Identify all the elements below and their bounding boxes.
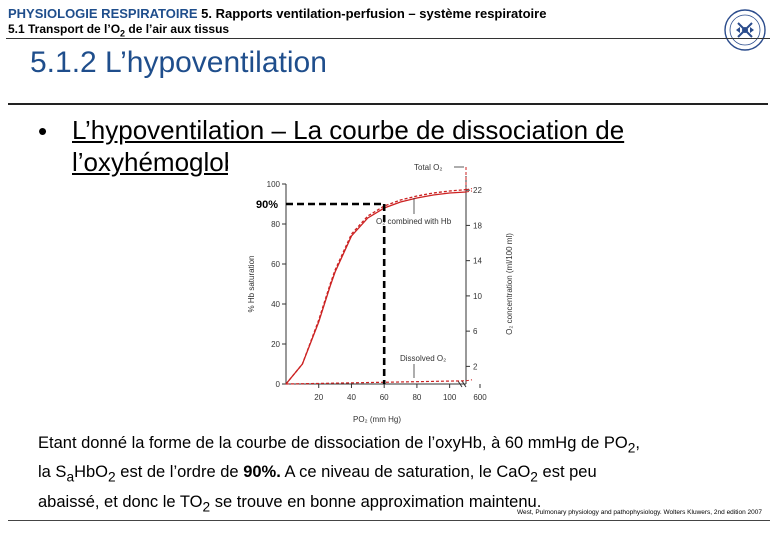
citation: West, Pulmonary physiology and pathophys… [517, 509, 762, 516]
bullet-heading: L’hypoventilation – La courbe de dissoci… [72, 115, 625, 177]
explanation-line-1: Etant donné la forme de la courbe de dis… [38, 434, 640, 456]
axis-break-mark [457, 380, 467, 388]
chapter-name: 5. Rapports ventilation-perfusion – syst… [201, 6, 547, 21]
explanation-line-3: abaissé, et donc le TO2 se trouve en bon… [38, 492, 542, 514]
explanation-line-2: la SaHbO2 est de l’ordre de 90%. A ce ni… [38, 463, 597, 485]
y-tick-label: 100 [267, 180, 281, 189]
y-tick-label: 0 [276, 380, 281, 389]
header-rule [6, 38, 770, 39]
x-tick-label: 60 [380, 393, 389, 402]
explanation-paragraph: Etant donné la forme de la courbe de dis… [38, 431, 738, 519]
footer-rule [8, 520, 770, 521]
y2-tick-label: 22 [473, 186, 482, 195]
x-tick-label: 100 [443, 393, 457, 402]
oxyhemoglobin-dissociation-chart: 0 20 40 60 80 100 2 6 10 14 18 22 20 40 60 80 100 600 PO₂ … [228, 152, 528, 432]
slide-title: 5.1.2 L’hypoventilation [30, 46, 327, 79]
y-tick-label: 20 [271, 340, 280, 349]
y2-tick-label: 18 [473, 221, 482, 230]
x-tick-label: 20 [314, 393, 323, 402]
y-axis-label: % Hb saturation [247, 256, 256, 313]
x-axis-label: PO₂ (mm Hg) [353, 415, 401, 424]
university-seal-icon [724, 9, 766, 51]
y-tick-label: 40 [271, 300, 280, 309]
bullet-symbol: • [38, 116, 48, 146]
label-total-o2: Total O₂ [414, 163, 442, 172]
y2-tick-label: 2 [473, 362, 478, 371]
header-course-line: PHYSIOLOGIE RESPIRATOIRE 5. Rapports ven… [8, 6, 716, 22]
y2-tick-label: 14 [473, 257, 482, 266]
chart-background [228, 152, 528, 432]
series-line-3 [285, 380, 467, 385]
y-tick-label: 80 [271, 220, 280, 229]
x-tick-label: 80 [412, 393, 421, 402]
y2-tick-label: 10 [473, 292, 482, 301]
x-tick-label: 600 [473, 393, 487, 402]
series-extension-1 [465, 188, 473, 191]
series-extension-3 [465, 379, 473, 382]
section-name: 5.1 Transport de l’O2 de l’air aux tissu… [8, 22, 230, 39]
series-line-2 [285, 191, 467, 385]
y-tick-label: 60 [271, 260, 280, 269]
x-tick-label: 40 [347, 393, 356, 402]
label-combined-o2: O₂ combined with Hb [376, 217, 452, 226]
y2-axis-label: O₂ concentration (ml/100 ml) [505, 233, 514, 335]
label-dissolved-o2: Dissolved O₂ [400, 354, 446, 363]
y2-tick-label: 6 [473, 327, 478, 336]
title-rule [8, 103, 768, 105]
reference-annotation-label: 90% [256, 199, 278, 211]
series-extension-2 [465, 190, 473, 193]
course-name: PHYSIOLOGIE RESPIRATOIRE [8, 6, 198, 21]
